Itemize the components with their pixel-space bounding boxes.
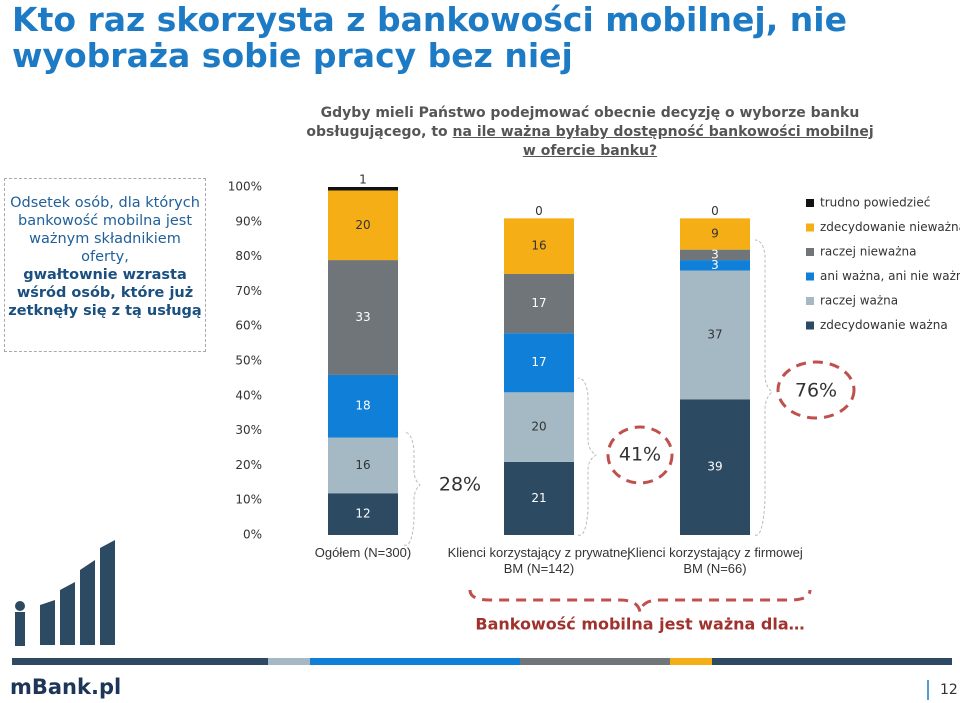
legend-label: raczej ważna: [820, 294, 898, 308]
bar-segment: [680, 399, 750, 535]
page-number: 12: [940, 682, 958, 698]
y-tick-label: 40%: [235, 388, 262, 402]
highlight-circle: [606, 425, 674, 485]
value-label: 39: [707, 460, 722, 474]
annotation: 76%: [795, 380, 837, 402]
annotation: 28%: [439, 474, 481, 496]
annotation: 41%: [619, 444, 661, 466]
bar-segment: [680, 249, 750, 261]
bar-segment: [680, 260, 750, 271]
footer-stripe: [268, 658, 310, 665]
legend-swatch: [806, 297, 814, 305]
x-tick-label: Ogółem (N=300): [314, 545, 412, 560]
logo: mBank.pl: [10, 675, 121, 699]
y-tick-label: 20%: [235, 458, 262, 472]
highlight-circle: [776, 360, 856, 420]
side-text: Odsetek osób, dla których bankowość mobi…: [10, 195, 200, 265]
value-label: 33: [355, 310, 370, 324]
legend-swatch: [806, 321, 814, 330]
legend-swatch: [806, 223, 814, 232]
side-bold: gwałtownie wzrasta wśród osób, które już…: [8, 267, 202, 319]
subtitle-text: Gdyby mieli Państwo podejmować obecnie d…: [306, 105, 860, 140]
value-label: 3: [711, 258, 719, 272]
bar-segment: [328, 374, 398, 438]
value-label: 20: [355, 218, 370, 232]
bar-segment: [328, 187, 398, 191]
legend-swatch: [806, 248, 814, 256]
legend-label: zdecydowanie nieważna: [820, 220, 960, 234]
brace: [468, 589, 812, 613]
y-tick-label: 0%: [243, 528, 262, 542]
x-tick-label: Klienci korzystający z prywatnej BM (N=1…: [447, 545, 631, 576]
value-label: 16: [531, 239, 546, 253]
side-box: Odsetek osób, dla których bankowość mobi…: [4, 178, 206, 352]
legend-label: zdecydowanie ważna: [820, 318, 948, 332]
bar-segment: [328, 190, 398, 261]
value-label: 20: [531, 420, 546, 434]
value-label: 37: [707, 327, 722, 341]
bar-segment: [680, 270, 750, 400]
value-label: 12: [355, 507, 370, 521]
bar-segment: [328, 260, 398, 375]
bar-segment: [504, 274, 574, 334]
footer-stripe: [670, 658, 712, 665]
footer-stripe: [520, 658, 670, 665]
y-tick-label: 50%: [235, 354, 262, 368]
value-label: 21: [531, 491, 546, 505]
value-label: 1: [359, 173, 367, 187]
y-tick-label: 80%: [235, 249, 262, 263]
bar-segment: [504, 218, 574, 274]
x-tick-label: Klienci korzystający z firmowej BM (N=66…: [627, 545, 803, 576]
legend-label: trudno powiedzieć: [820, 196, 930, 210]
y-tick-label: 100%: [228, 180, 262, 194]
subtitle: Gdyby mieli Państwo podejmować obecnie d…: [300, 104, 880, 161]
subtitle-underlined: na ile ważna byłaby dostępność bankowośc…: [452, 124, 874, 159]
bar-segment: [680, 218, 750, 250]
y-tick-label: 90%: [235, 214, 262, 228]
legend-swatch: [806, 272, 814, 281]
value-label: 0: [711, 204, 719, 218]
y-tick-label: 10%: [235, 493, 262, 507]
y-tick-label: 60%: [235, 319, 262, 333]
value-label: 17: [531, 296, 546, 310]
bar-segment: [328, 493, 398, 535]
value-label: 17: [531, 355, 546, 369]
value-label: 16: [355, 458, 370, 472]
value-label: 18: [355, 399, 370, 413]
y-tick-label: 70%: [235, 284, 262, 298]
value-label: 0: [535, 204, 543, 218]
brace: [754, 239, 773, 536]
legend-swatch: [806, 199, 814, 207]
value-label: 9: [711, 226, 719, 240]
bar-segment: [504, 392, 574, 462]
bar-segment: [504, 461, 574, 535]
brace: [577, 377, 597, 536]
value-label: 3: [711, 247, 719, 261]
footer-stripe: [310, 658, 520, 665]
bar-segment: [328, 437, 398, 494]
bar-segment: [504, 333, 574, 393]
legend-label: raczej nieważna: [820, 245, 916, 259]
title: Kto raz skorzysta z bankowości mobilnej,…: [12, 0, 847, 75]
legend-label: ani ważna, ani nie ważna: [820, 269, 960, 283]
y-tick-label: 30%: [235, 423, 262, 437]
brace-label: Bankowość mobilna jest ważna dla…: [475, 615, 804, 634]
figure-icon: [15, 540, 115, 646]
brace: [403, 431, 421, 546]
